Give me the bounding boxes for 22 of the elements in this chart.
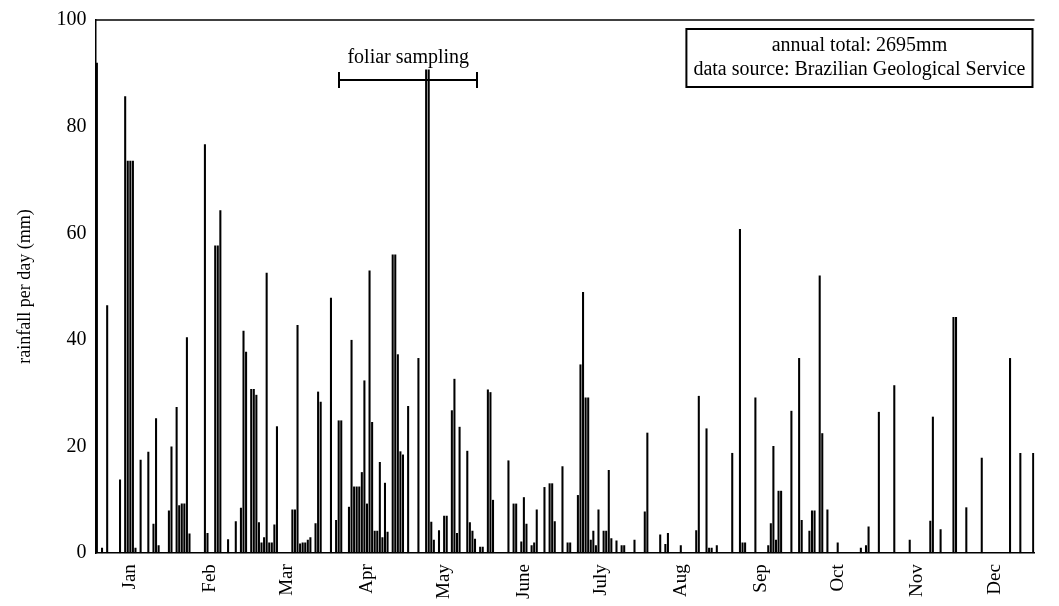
x-tick-label: May bbox=[432, 563, 454, 599]
x-tick-label: Dec bbox=[982, 564, 1004, 595]
y-tick-label: 60 bbox=[66, 220, 87, 243]
x-tick-label: Jan bbox=[118, 563, 140, 590]
x-tick-label: Mar bbox=[275, 563, 297, 596]
x-tick-label: Apr bbox=[354, 563, 376, 594]
annotation: annual total: 2695mm bbox=[771, 33, 948, 56]
x-tick-label: Feb bbox=[198, 564, 220, 593]
y-tick-label: 100 bbox=[56, 7, 87, 30]
x-tick-label: Aug bbox=[668, 563, 690, 597]
y-axis-title: rainfall per day (mm) bbox=[13, 209, 35, 364]
y-tick-label: 20 bbox=[66, 433, 87, 456]
x-tick-label: Oct bbox=[825, 563, 847, 592]
annotation: data source: Brazilian Geological Service bbox=[693, 57, 1026, 81]
y-tick-label: 80 bbox=[66, 113, 87, 136]
x-tick-label: Sep bbox=[748, 564, 770, 593]
y-tick-label: 40 bbox=[66, 327, 87, 350]
x-tick-label: July bbox=[589, 563, 611, 596]
x-tick-label: Nov bbox=[905, 563, 927, 597]
annotation: foliar sampling bbox=[347, 45, 470, 69]
x-tick-label: June bbox=[511, 564, 533, 599]
y-tick-label: 0 bbox=[76, 540, 87, 563]
